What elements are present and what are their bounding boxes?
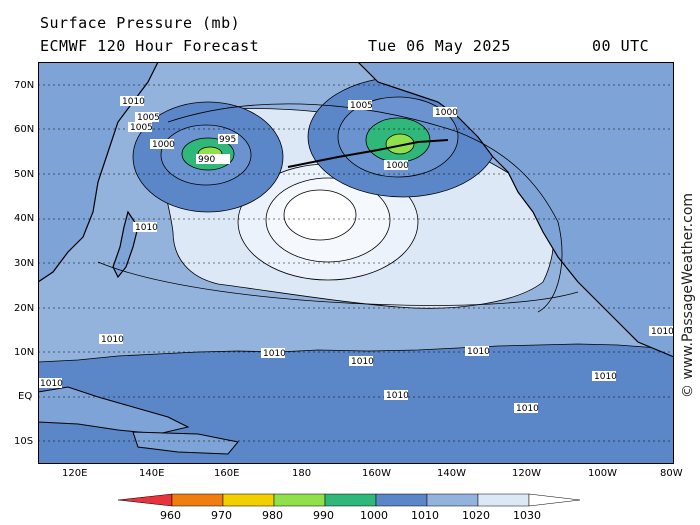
lon-label-140w: 140W <box>437 468 466 479</box>
svg-text:1010: 1010 <box>651 327 674 337</box>
isobar-label: 1010 <box>38 378 63 389</box>
legend-swatch-below-960 <box>118 493 173 507</box>
isobar-label: 1000 <box>433 107 458 118</box>
valid-time: 00 UTC <box>592 37 650 55</box>
svg-text:1000: 1000 <box>386 161 409 171</box>
graticule <box>38 84 674 442</box>
isobar-labels: 1010 1005 1000 995 990 1005 1000 1010 10… <box>38 96 674 414</box>
legend-swatch-990-1000 <box>324 493 377 507</box>
lat-label-eq: EQ <box>18 391 33 402</box>
isobar-label: 1010 <box>120 96 145 107</box>
svg-text:1010: 1010 <box>594 372 617 382</box>
pressure-map[interactable]: 1010 1005 1000 995 990 1005 1000 1010 10… <box>37 61 675 465</box>
lon-label-120e: 120E <box>62 468 88 479</box>
chart-title: Surface Pressure (mb) <box>40 14 241 32</box>
isobar-label: 1010 <box>592 371 617 382</box>
svg-text:1010: 1010 <box>386 391 409 401</box>
legend-label-1020: 1020 <box>462 509 490 522</box>
isobar-label: 1010 <box>514 403 539 414</box>
svg-text:1000: 1000 <box>435 108 458 118</box>
legend-swatch-above-1030 <box>528 493 581 507</box>
lon-label-160e: 160E <box>214 468 240 479</box>
svg-text:1010: 1010 <box>101 335 124 345</box>
svg-text:990: 990 <box>198 155 215 165</box>
legend-swatch-1000-1010 <box>375 493 428 507</box>
isobar-label: 1010 <box>465 346 490 357</box>
svg-text:1000: 1000 <box>152 140 175 150</box>
svg-text:1005: 1005 <box>137 113 160 123</box>
lat-label-10n: 10N <box>14 347 35 358</box>
isobar-label: 1010 <box>349 356 374 367</box>
isobar-label: 990 <box>196 154 230 165</box>
legend-label-1000: 1000 <box>360 509 388 522</box>
svg-text:1010: 1010 <box>351 357 374 367</box>
svg-text:1005: 1005 <box>130 123 153 133</box>
isobar-label: 1010 <box>99 334 124 345</box>
low-ne-core <box>385 133 415 155</box>
isobar-label: 1010 <box>133 222 158 233</box>
lon-label-80w: 80W <box>660 468 683 479</box>
lat-label-30n: 30N <box>14 258 35 269</box>
svg-text:1010: 1010 <box>40 379 63 389</box>
svg-text:1010: 1010 <box>135 223 158 233</box>
isobar-label: 1010 <box>649 326 674 337</box>
svg-text:1010: 1010 <box>467 347 490 357</box>
legend-label-990: 990 <box>313 509 334 522</box>
legend-swatch-970-980 <box>222 493 275 507</box>
isobar-label: 1005 <box>348 100 373 111</box>
high-center <box>283 189 357 241</box>
landmass-north-america <box>356 61 675 358</box>
legend-swatch-1020-1030 <box>477 493 530 507</box>
lon-label-140e: 140E <box>139 468 165 479</box>
credit-text: © www.PassageWeather.com <box>680 193 696 398</box>
landmass-japan <box>112 210 139 279</box>
pressure-legend <box>118 493 581 507</box>
credit-watermark: © www.PassageWeather.com <box>680 193 696 398</box>
storm-track <box>287 139 449 168</box>
pressure-map-svg: 1010 1005 1000 995 990 1005 1000 1010 10… <box>37 61 675 465</box>
legend-label-980: 980 <box>262 509 283 522</box>
map-frame <box>38 62 674 464</box>
legend-label-970: 970 <box>211 509 232 522</box>
lon-label-160w: 160W <box>362 468 391 479</box>
lat-label-60n: 60N <box>14 124 35 135</box>
legend-swatch-1010-1020 <box>426 493 479 507</box>
lat-label-50n: 50N <box>14 169 35 180</box>
svg-text:995: 995 <box>219 135 236 145</box>
lat-label-70n: 70N <box>14 80 35 91</box>
lon-label-100w: 100W <box>588 468 617 479</box>
isobar-label: 1000 <box>384 160 409 171</box>
isobar-label: 1005 <box>128 122 153 133</box>
legend-swatch-980-990 <box>273 493 326 507</box>
legend-swatch-960-970 <box>171 493 224 507</box>
svg-text:1010: 1010 <box>263 349 286 359</box>
isobar-1020-north <box>167 103 563 313</box>
model-forecast-label: ECMWF 120 Hour Forecast <box>40 37 260 55</box>
isobar-label: 995 <box>218 134 238 145</box>
svg-text:1005: 1005 <box>350 101 373 111</box>
lon-label-180: 180 <box>292 468 312 479</box>
legend-label-1030: 1030 <box>513 509 541 522</box>
lat-label-20n: 20N <box>14 303 35 314</box>
isobar-1015 <box>97 261 579 306</box>
isobar-label: 1010 <box>261 348 286 359</box>
lon-label-120w: 120W <box>512 468 541 479</box>
isobar-label: 1010 <box>384 390 409 401</box>
landmass-new-guinea <box>132 431 239 455</box>
legend-label-1010: 1010 <box>411 509 439 522</box>
landmass-maritime-se-asia <box>37 386 190 435</box>
isobar-label: 1000 <box>150 139 175 150</box>
valid-date: Tue 06 May 2025 <box>368 37 511 55</box>
legend-label-960: 960 <box>160 509 181 522</box>
lat-label-10s: 10S <box>14 436 34 447</box>
svg-text:1010: 1010 <box>516 404 539 414</box>
isobar-label: 1005 <box>135 112 160 123</box>
lat-label-40n: 40N <box>14 213 35 224</box>
landmass-asia <box>37 61 159 284</box>
svg-text:1010: 1010 <box>122 97 145 107</box>
